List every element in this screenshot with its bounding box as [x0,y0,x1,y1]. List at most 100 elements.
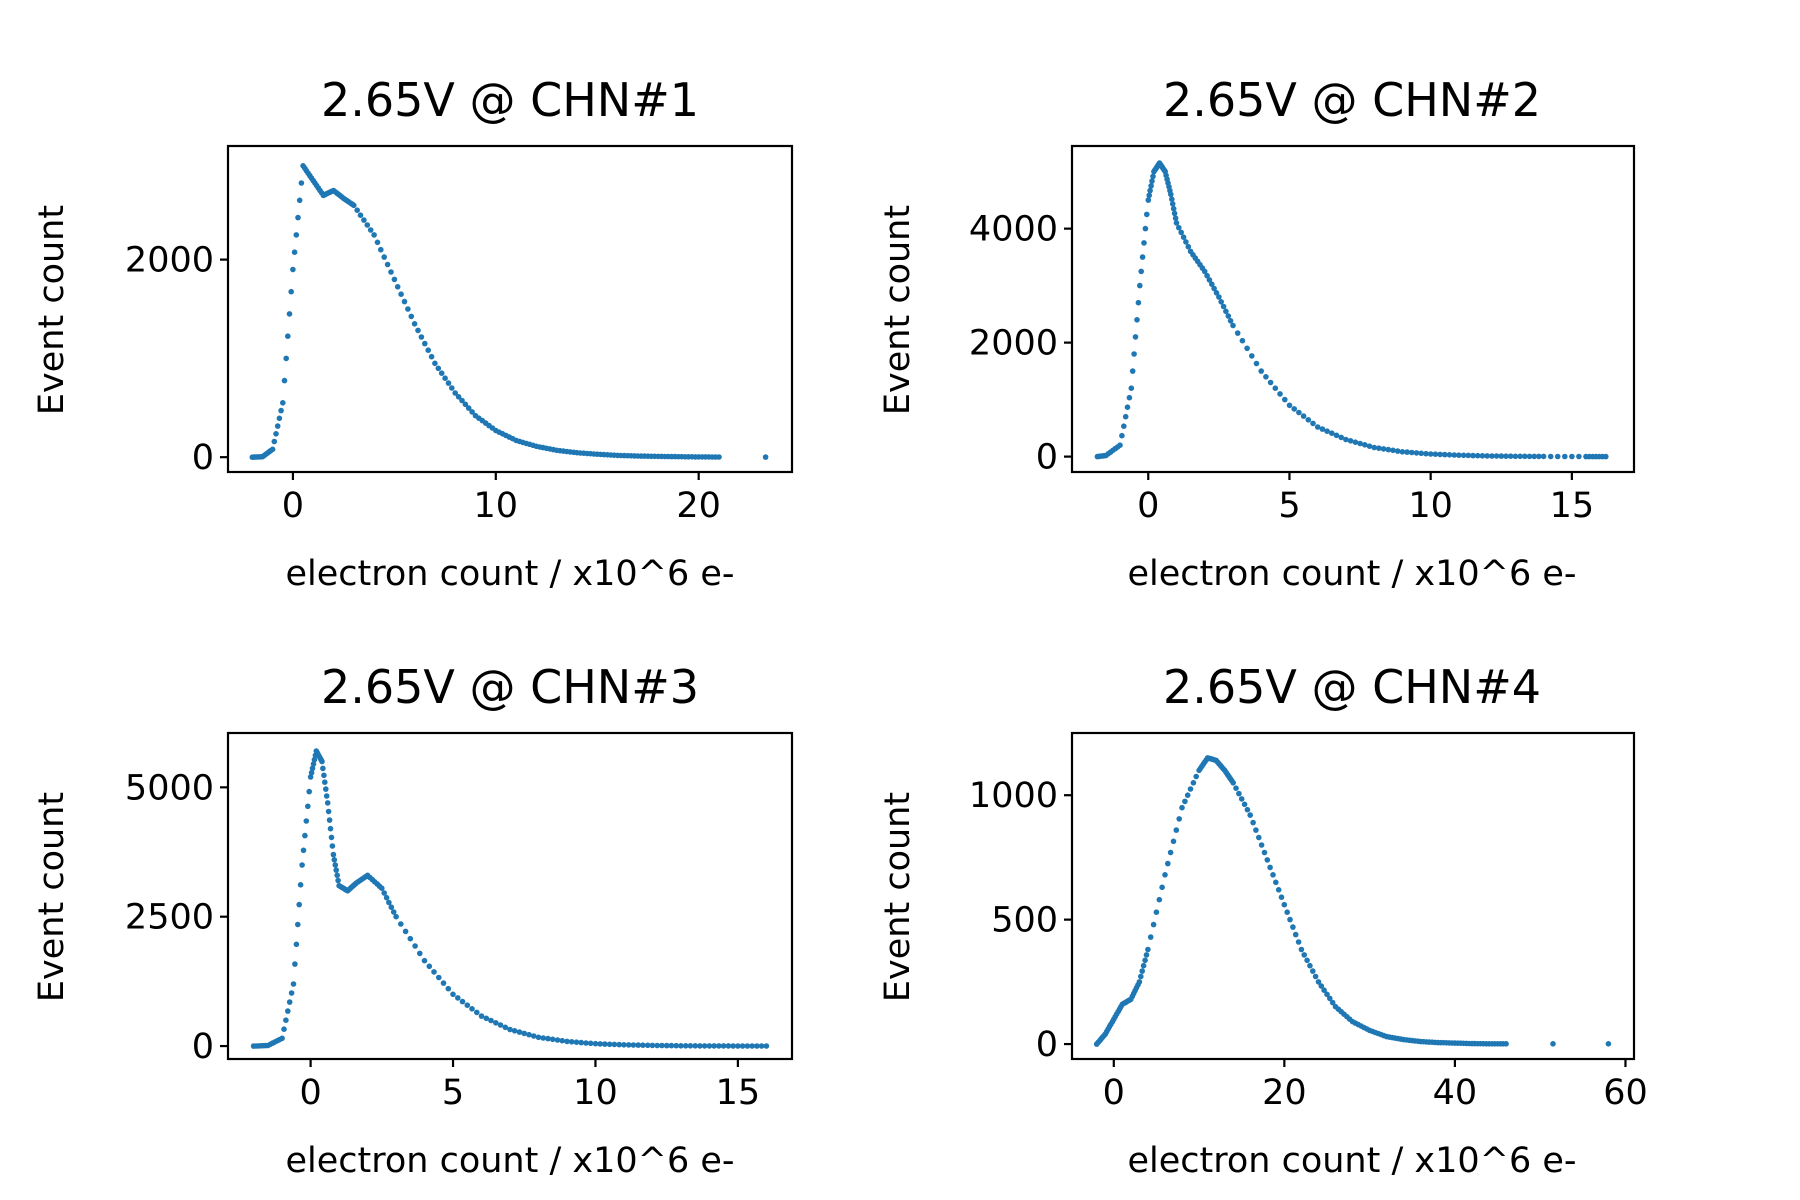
axis-ticks: 0 5 10 15 0 2000 4000 [969,210,1594,526]
subplot-chn4: 2.65V @ CHN#4 electron count / x10^6 e- … [878,660,1648,1181]
data-point [1238,796,1245,802]
data-point [1493,453,1500,459]
y-tick-label: 2000 [125,241,214,281]
data-point [306,788,313,795]
data-point [502,1024,509,1031]
data-point [331,857,338,863]
data-point [381,890,388,896]
data-point [297,882,304,888]
data-point [298,180,305,186]
data-point [371,232,377,238]
data-point [449,385,455,391]
subplot-title: 2.65V @ CHN#2 [1163,73,1541,127]
data-point [1470,452,1476,459]
data-point [374,239,381,246]
data-point [1230,322,1236,329]
data-point [1562,453,1568,460]
data-point [1256,834,1262,841]
data-point [379,885,385,891]
data-point [1227,318,1234,324]
data-point [1204,272,1210,279]
data-point [1150,173,1156,180]
data-point [606,1041,613,1048]
data-point [1146,192,1152,199]
data-point [286,311,293,317]
data-point [321,772,327,779]
data-point [611,1041,618,1048]
data-point [401,298,408,305]
data-point [1135,299,1142,306]
y-tick-label: 0 [1036,438,1058,478]
data-point [388,904,395,910]
data-point [1517,453,1523,460]
plot-frame [1070,144,1636,474]
data-point [1329,430,1335,437]
data-point [1180,234,1187,240]
data-point [307,774,314,780]
data-point [1144,211,1150,218]
data-point [730,1043,736,1049]
data-point [1301,952,1307,958]
data-point [1498,453,1505,459]
data-point [1169,196,1175,202]
data-point [725,1043,732,1049]
data-point [1479,453,1486,459]
y-tick-label: 4000 [969,210,1058,250]
data-point [540,1035,546,1041]
y-axis-label: Event count [878,792,918,1002]
data-point [1273,879,1279,886]
y-axis-label: Event count [878,205,918,415]
data-point [425,347,432,354]
data-point [1173,220,1180,226]
data-point [1390,447,1396,454]
data-point [1451,452,1457,458]
data-point [1168,191,1174,198]
data-point [1170,838,1177,845]
data-point [417,950,423,957]
data-point [682,1043,689,1049]
data-point [1225,313,1232,319]
data-point [592,1040,599,1047]
x-tick-label: 10 [474,486,519,526]
data-point [465,405,472,411]
data-point [1264,857,1271,863]
data-point [281,1026,287,1032]
data-point [323,786,329,792]
data-point [1193,773,1199,780]
data-point [290,981,297,987]
data-point [311,756,318,763]
data-point [1385,446,1392,453]
data-point [381,254,388,260]
data-point [640,1042,646,1048]
data-point [507,1026,513,1033]
x-tick-label: 40 [1433,1073,1478,1113]
data-point [1380,446,1387,452]
data-point [286,999,293,1005]
data-point [1190,780,1197,786]
data-point [273,431,279,437]
data-point [1169,201,1176,207]
data-point [1250,819,1256,826]
data-point [1357,440,1363,447]
data-point [668,1042,675,1049]
data-point [283,355,290,362]
data-point [357,212,364,218]
data-point [1329,999,1336,1006]
data-point [762,454,769,460]
data-point [1176,224,1182,231]
x-tick-label: 20 [676,486,721,526]
data-point [1185,243,1192,250]
data-point [1159,884,1165,891]
axis-ticks: 0 10 20 0 2000 [125,241,721,526]
data-point [1324,991,1330,998]
data-point [663,1042,670,1049]
data-point [305,803,311,810]
data-point [488,1017,494,1024]
data-point [1442,451,1448,458]
data-point [1576,453,1582,460]
data-point [1287,916,1293,923]
data-point [1489,453,1495,459]
data-point [1138,973,1144,980]
data-point [616,1041,622,1048]
data-point [1170,205,1177,212]
